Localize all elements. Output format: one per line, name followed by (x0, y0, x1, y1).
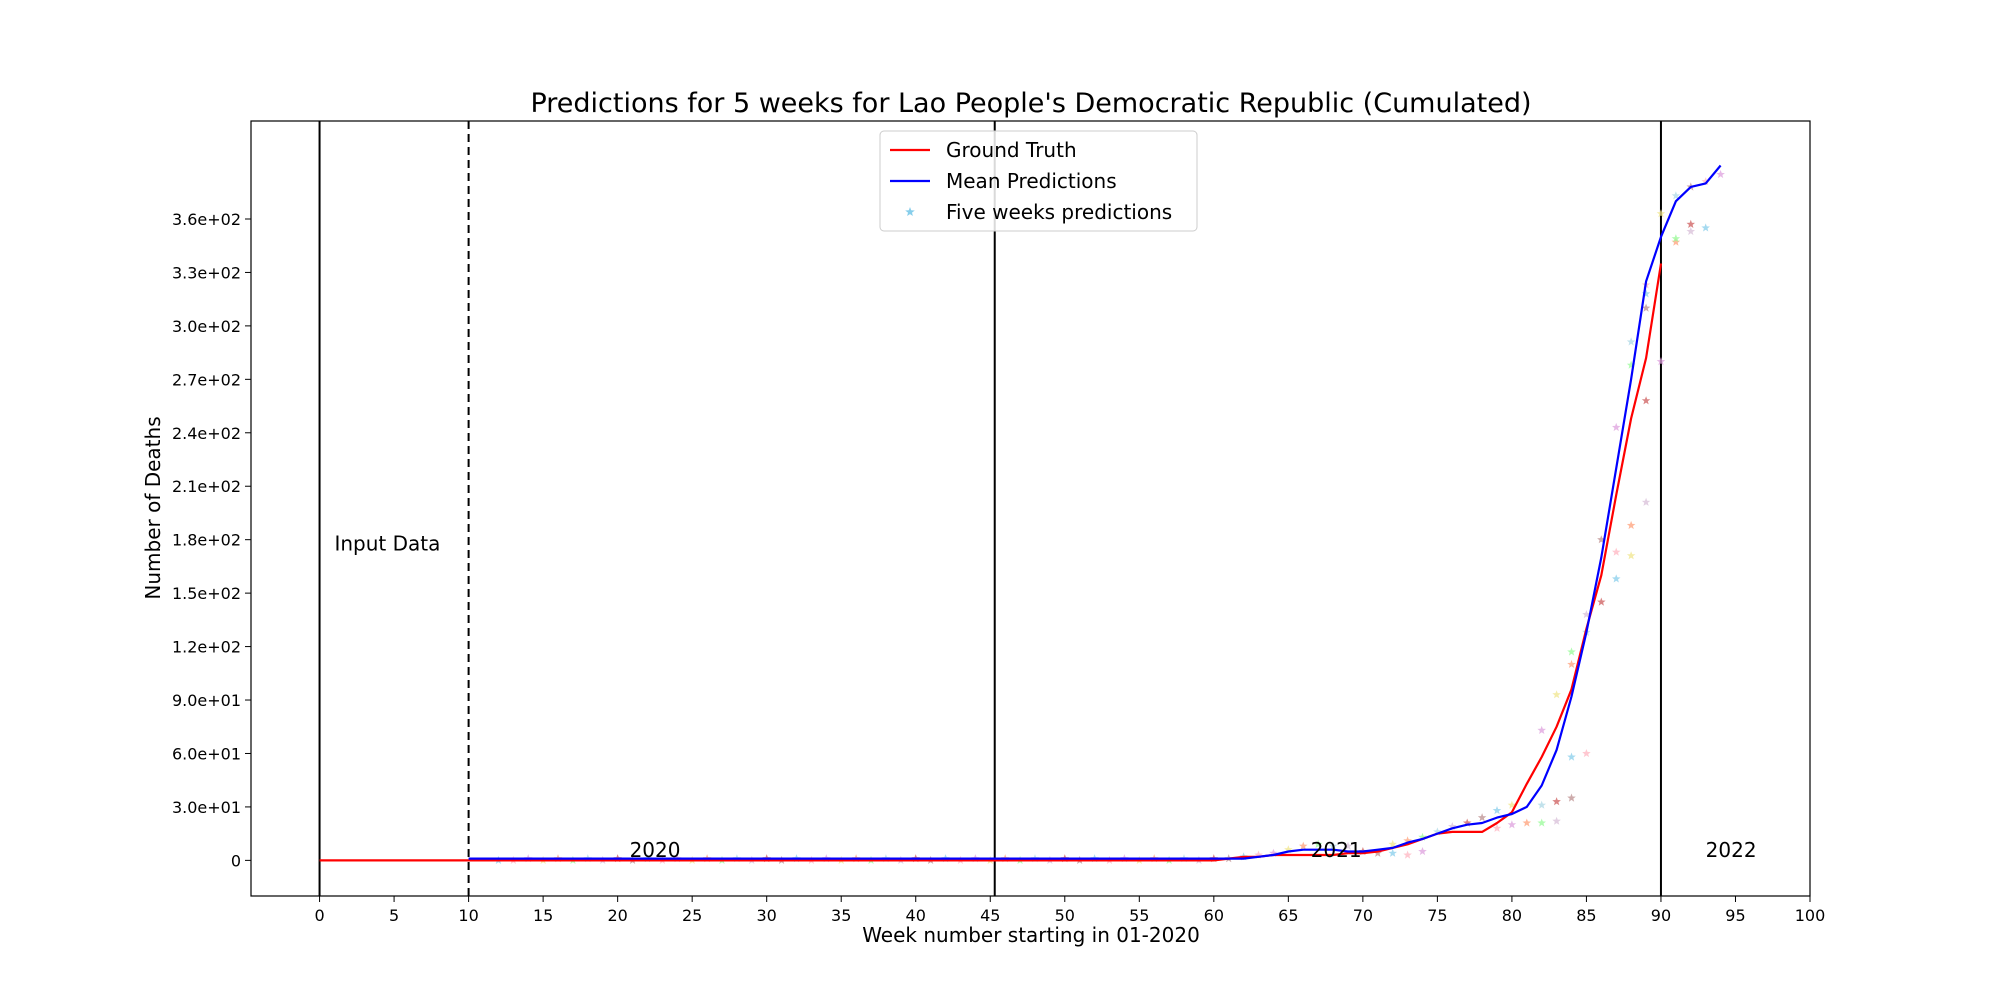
prediction-point (1567, 794, 1576, 802)
prediction-point (1612, 548, 1621, 556)
annotation-label: 2022 (1706, 838, 1757, 862)
x-tick-label: 100 (1795, 906, 1826, 925)
y-tick-label: 1.8e+02 (172, 531, 241, 550)
prediction-point (1537, 726, 1546, 734)
prediction-point (1388, 849, 1397, 857)
prediction-point (1523, 819, 1532, 827)
prediction-point (1642, 498, 1651, 506)
y-tick-label: 6.0e+01 (172, 744, 241, 763)
prediction-point (1642, 396, 1651, 404)
x-axis-label: Week number starting in 01-2020 (862, 923, 1200, 947)
prediction-point (1716, 170, 1725, 178)
y-tick-label: 2.4e+02 (172, 424, 241, 443)
x-tick-label: 15 (533, 906, 553, 925)
prediction-point (1493, 806, 1502, 814)
x-tick-label: 30 (757, 906, 777, 925)
prediction-point (1612, 574, 1621, 582)
prediction-point (1582, 749, 1591, 757)
y-tick-label: 3.0e+01 (172, 798, 241, 817)
prediction-point (1627, 337, 1636, 345)
y-tick-label: 2.7e+02 (172, 370, 241, 389)
annotation-label: 2020 (630, 838, 681, 862)
x-tick-label: 35 (831, 906, 851, 925)
prediction-point (1687, 220, 1696, 228)
x-tick-label: 95 (1725, 906, 1745, 925)
prediction-point (1597, 598, 1606, 606)
x-tick-label: 25 (682, 906, 702, 925)
tick-marks: 0 5 10 15 20 25 30 35 40 45 50 55 60 65 70 75 80 85 90 95 10… (172, 210, 1825, 925)
prediction-point (1701, 223, 1710, 231)
chart-title: Predictions for 5 weeks for Lao People's… (530, 88, 1531, 119)
prediction-point (1552, 797, 1561, 805)
prediction-point (1537, 819, 1546, 827)
series-line (320, 264, 1661, 861)
y-tick-label: 1.5e+02 (172, 584, 241, 603)
annotation-label: 2021 (1311, 838, 1362, 862)
prediction-point (1552, 817, 1561, 825)
prediction-point (1627, 551, 1636, 559)
prediction-point (1552, 690, 1561, 698)
annotations: Input Data 2020 2021 2022 (334, 531, 1756, 861)
annotation-label: Input Data (334, 531, 440, 555)
prediction-point (1567, 660, 1576, 668)
prediction-point (1567, 647, 1576, 655)
y-tick-label: 2.1e+02 (172, 477, 241, 496)
y-axis-label: Number of Deaths (141, 416, 165, 599)
legend-label: Five weeks predictions (946, 200, 1172, 224)
x-tick-label: 0 (314, 906, 324, 925)
prediction-point (1687, 227, 1696, 235)
y-tick-label: 3.6e+02 (172, 210, 241, 229)
series-line (469, 166, 1721, 859)
prediction-point (1612, 423, 1621, 431)
x-tick-label: 5 (389, 906, 399, 925)
y-tick-label: 9.0e+01 (172, 691, 241, 710)
y-tick-label: 3.0e+02 (172, 317, 241, 336)
prediction-point (1537, 801, 1546, 809)
reference-lines (320, 121, 1661, 896)
x-tick-label: 85 (1576, 906, 1596, 925)
legend-label: Ground Truth (946, 138, 1077, 162)
x-tick-label: 20 (607, 906, 627, 925)
prediction-point (1478, 813, 1487, 821)
x-tick-label: 90 (1651, 906, 1671, 925)
legend: Ground Truth Mean Predictions Five weeks p… (880, 131, 1197, 231)
x-tick-label: 60 (1204, 906, 1224, 925)
prediction-point (1403, 851, 1412, 859)
plot-area-frame (251, 121, 1810, 896)
y-tick-label: 0 (231, 851, 241, 870)
x-tick-label: 75 (1427, 906, 1447, 925)
series-lines (320, 166, 1721, 861)
prediction-point (1418, 847, 1427, 855)
x-tick-label: 10 (458, 906, 478, 925)
x-tick-label: 65 (1278, 906, 1298, 925)
prediction-point (1567, 753, 1576, 761)
x-tick-label: 80 (1502, 906, 1522, 925)
x-tick-label: 70 (1353, 906, 1373, 925)
prediction-point (1627, 521, 1636, 529)
prediction-point (1508, 820, 1517, 828)
y-tick-label: 3.3e+02 (172, 263, 241, 282)
legend-label: Mean Predictions (946, 169, 1117, 193)
y-tick-label: 1.2e+02 (172, 638, 241, 657)
prediction-point (1299, 842, 1308, 850)
